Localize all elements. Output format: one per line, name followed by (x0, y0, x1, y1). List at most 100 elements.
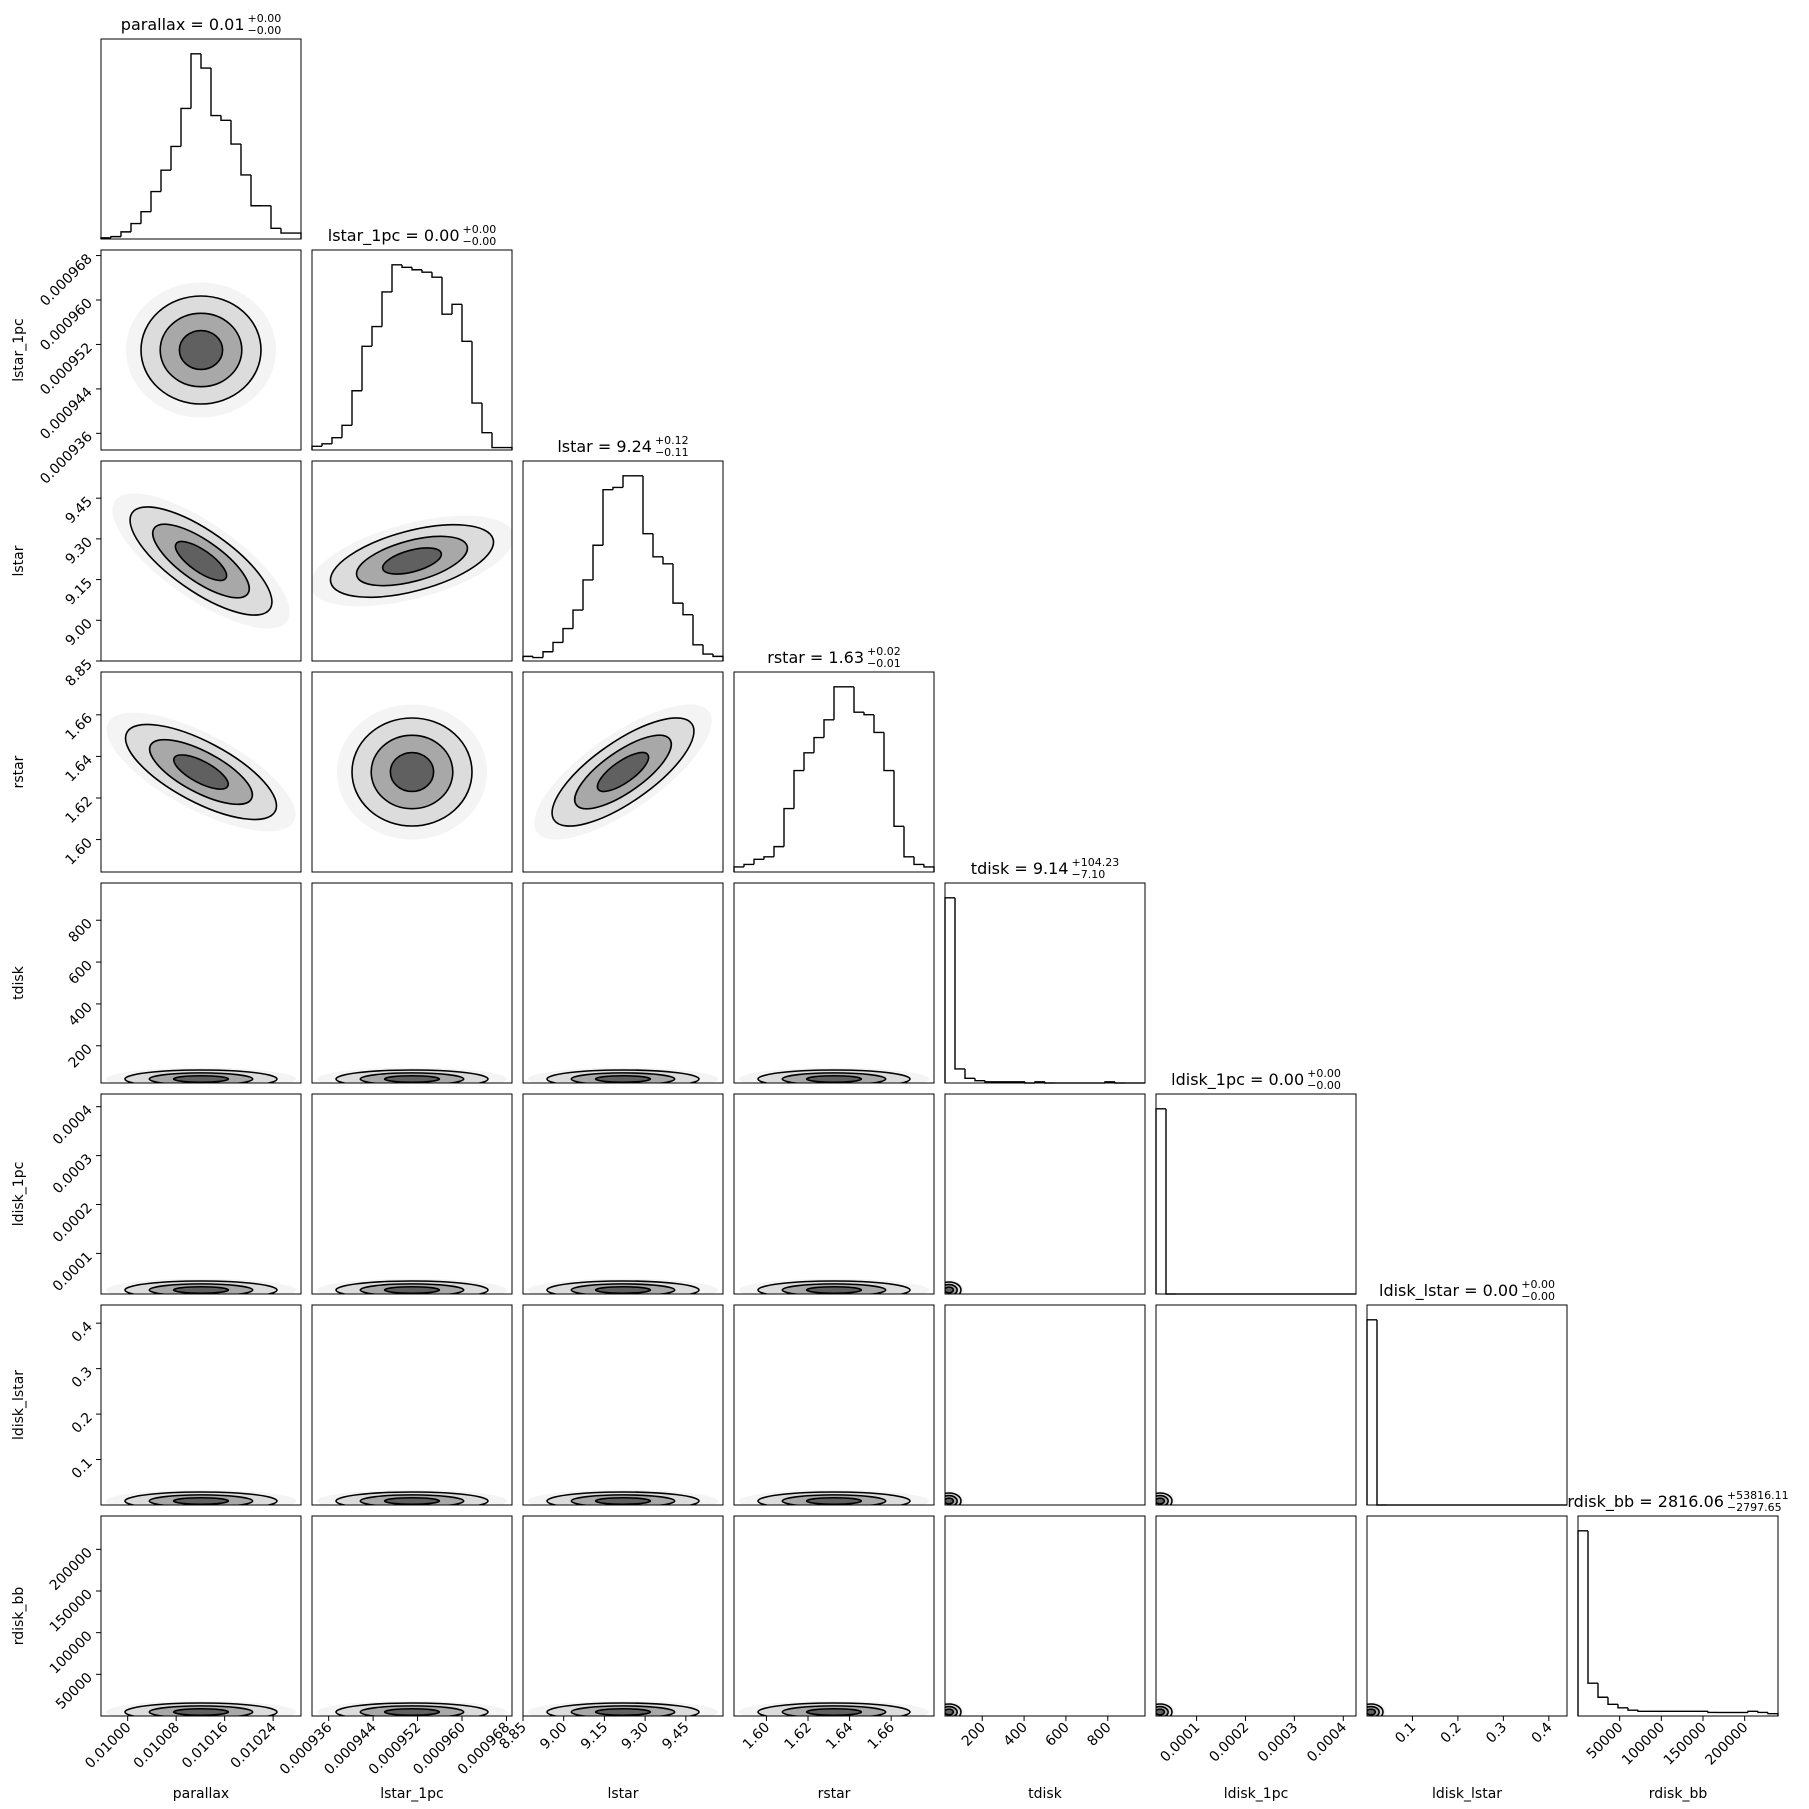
y-axis-label: lstar (11, 545, 27, 576)
histogram-step (903, 826, 914, 858)
panel-frame (100, 1093, 302, 1295)
density (945, 1280, 964, 1294)
panel-frame (944, 882, 1146, 1084)
x-tick-label: 0.1 (1392, 1720, 1419, 1747)
histogram-step (461, 304, 472, 343)
histogram-step (1587, 1530, 1598, 1684)
histogram-step (783, 807, 794, 847)
histogram-step (662, 556, 673, 565)
panel-frame (100, 460, 302, 662)
histogram-step (763, 856, 774, 860)
density (106, 1700, 296, 1716)
density (312, 515, 512, 607)
histogram-step (602, 489, 613, 546)
contour (178, 329, 224, 371)
y-tick-label: 150000 (47, 1587, 96, 1636)
contour (594, 1496, 652, 1505)
panel-frame (100, 1304, 302, 1506)
title-text: ldisk_lstar = 0.00 (1379, 1281, 1518, 1301)
panel-title: lstar = 9.24 +0.12−0.11 (557, 434, 688, 459)
panel-title: ldisk_lstar = 0.00 +0.00−0.00 (1379, 1278, 1555, 1303)
x-tick-label: 1.62 (781, 1720, 814, 1753)
x-tick-label: 800 (1084, 1720, 1114, 1750)
histogram-step (401, 264, 412, 268)
x-axis-label: parallax (173, 1786, 229, 1802)
histogram-step (773, 845, 784, 857)
histogram-step (1617, 1704, 1628, 1709)
histogram-step (913, 856, 924, 866)
x-tick-label: 0.2 (1438, 1720, 1465, 1747)
x-axis-label: lstar (607, 1786, 638, 1802)
histogram-step (803, 752, 814, 771)
histogram-step (230, 120, 241, 145)
y-tick-label: 50000 (53, 1670, 96, 1713)
density (106, 712, 296, 832)
title-text: ldisk_1pc = 0.00 (1171, 1070, 1304, 1090)
histogram-step (984, 1080, 995, 1083)
histogram-step (863, 712, 874, 716)
title-text: parallax = 0.01 (121, 15, 245, 34)
x-tick-label: 9.00 (537, 1720, 570, 1753)
panel-frame (100, 671, 302, 873)
histogram-step (612, 486, 623, 490)
histogram-step (1155, 1108, 1166, 1294)
panel-frame (311, 249, 513, 451)
x-axis-label: rstar (818, 1786, 851, 1802)
histogram-step (572, 609, 583, 629)
density (739, 1278, 929, 1294)
y-axis-label: lstar_1pc (11, 318, 27, 382)
histogram-step (421, 269, 432, 273)
panel-frame (311, 1515, 513, 1717)
panel-frame (733, 1304, 935, 1506)
x-tick-label: 9.30 (619, 1720, 652, 1753)
histogram-step (562, 627, 573, 643)
x-tick-label: 1.60 (740, 1720, 773, 1753)
panel-frame (733, 1515, 935, 1717)
density (317, 1700, 507, 1716)
histogram-step (692, 614, 703, 646)
histogram-step (190, 53, 201, 109)
histogram-step (411, 267, 422, 271)
histogram-step (592, 544, 603, 580)
density (126, 282, 276, 418)
x-axis-label: tdisk (1028, 1786, 1063, 1802)
histogram-step (140, 210, 151, 224)
histogram-step (682, 603, 693, 616)
histogram-step (441, 277, 452, 315)
x-axis-label: rdisk_bb (1649, 1786, 1708, 1802)
panel-frame (100, 882, 302, 1084)
x-tick-label: 600 (1043, 1720, 1073, 1750)
x-tick-label: 0.0004 (1304, 1719, 1350, 1765)
histogram-step (160, 169, 171, 192)
y-tick-label: 400 (66, 999, 96, 1029)
y-axis-label: rstar (11, 755, 27, 788)
panel-frame (733, 882, 935, 1084)
histogram-step (270, 205, 281, 230)
x-tick-label: 0.0003 (1255, 1720, 1301, 1766)
title-lower: −0.00 (248, 24, 282, 37)
y-tick-label: 200000 (47, 1545, 96, 1594)
histogram-step (120, 231, 131, 237)
density (106, 1278, 296, 1294)
contour (383, 1707, 441, 1716)
panel-frame (1155, 1515, 1357, 1717)
histogram-step (582, 579, 593, 611)
y-axis-label: tdisk (11, 965, 27, 1000)
histogram-step (652, 533, 663, 558)
histogram-step (1767, 1712, 1779, 1716)
title-upper: +0.02 (867, 645, 901, 658)
y-tick-label: 800 (66, 916, 96, 946)
histogram-step (833, 686, 844, 720)
density (317, 1067, 507, 1083)
histogram-step (180, 107, 191, 147)
panel-frame (311, 1304, 513, 1506)
y-tick-label: 9.30 (62, 534, 95, 567)
x-tick-label: 200 (959, 1720, 989, 1750)
contour (805, 1707, 863, 1716)
panel-title: tdisk = 9.14 +104.23−7.10 (971, 856, 1119, 881)
title-upper: +0.00 (1521, 1278, 1555, 1291)
panel-title: rdisk_bb = 2816.06 +53816.11−2797.65 (1567, 1489, 1788, 1514)
density (739, 1700, 929, 1716)
histogram-step (923, 864, 935, 872)
